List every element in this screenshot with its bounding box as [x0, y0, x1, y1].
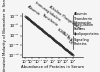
X-axis label: Abundance of Proteins in Serum: Abundance of Proteins in Serum	[21, 65, 84, 69]
Text: Alkaline Phosphatase: Alkaline Phosphatase	[48, 5, 81, 31]
Text: hGH: hGH	[56, 28, 65, 36]
Y-axis label: Estimated Molarity of Biomarker in Serum: Estimated Molarity of Biomarker in Serum	[3, 0, 7, 72]
Text: CA27: CA27	[61, 31, 71, 40]
Text: Albumin: Albumin	[27, 5, 41, 17]
Text: IL6: IL6	[67, 40, 74, 46]
Text: Albumin
Transferrin
Fibronectin: Albumin Transferrin Fibronectin	[74, 12, 92, 25]
Text: Immunoglobulins: Immunoglobulins	[33, 0, 61, 22]
Text: PSA: PSA	[65, 36, 73, 43]
Text: Signaling
Proteins: Signaling Proteins	[74, 38, 90, 46]
Text: Coagulation
Factors
Apolipoproteins: Coagulation Factors Apolipoproteins	[74, 23, 100, 36]
Text: Transferrin: Transferrin	[40, 12, 58, 27]
